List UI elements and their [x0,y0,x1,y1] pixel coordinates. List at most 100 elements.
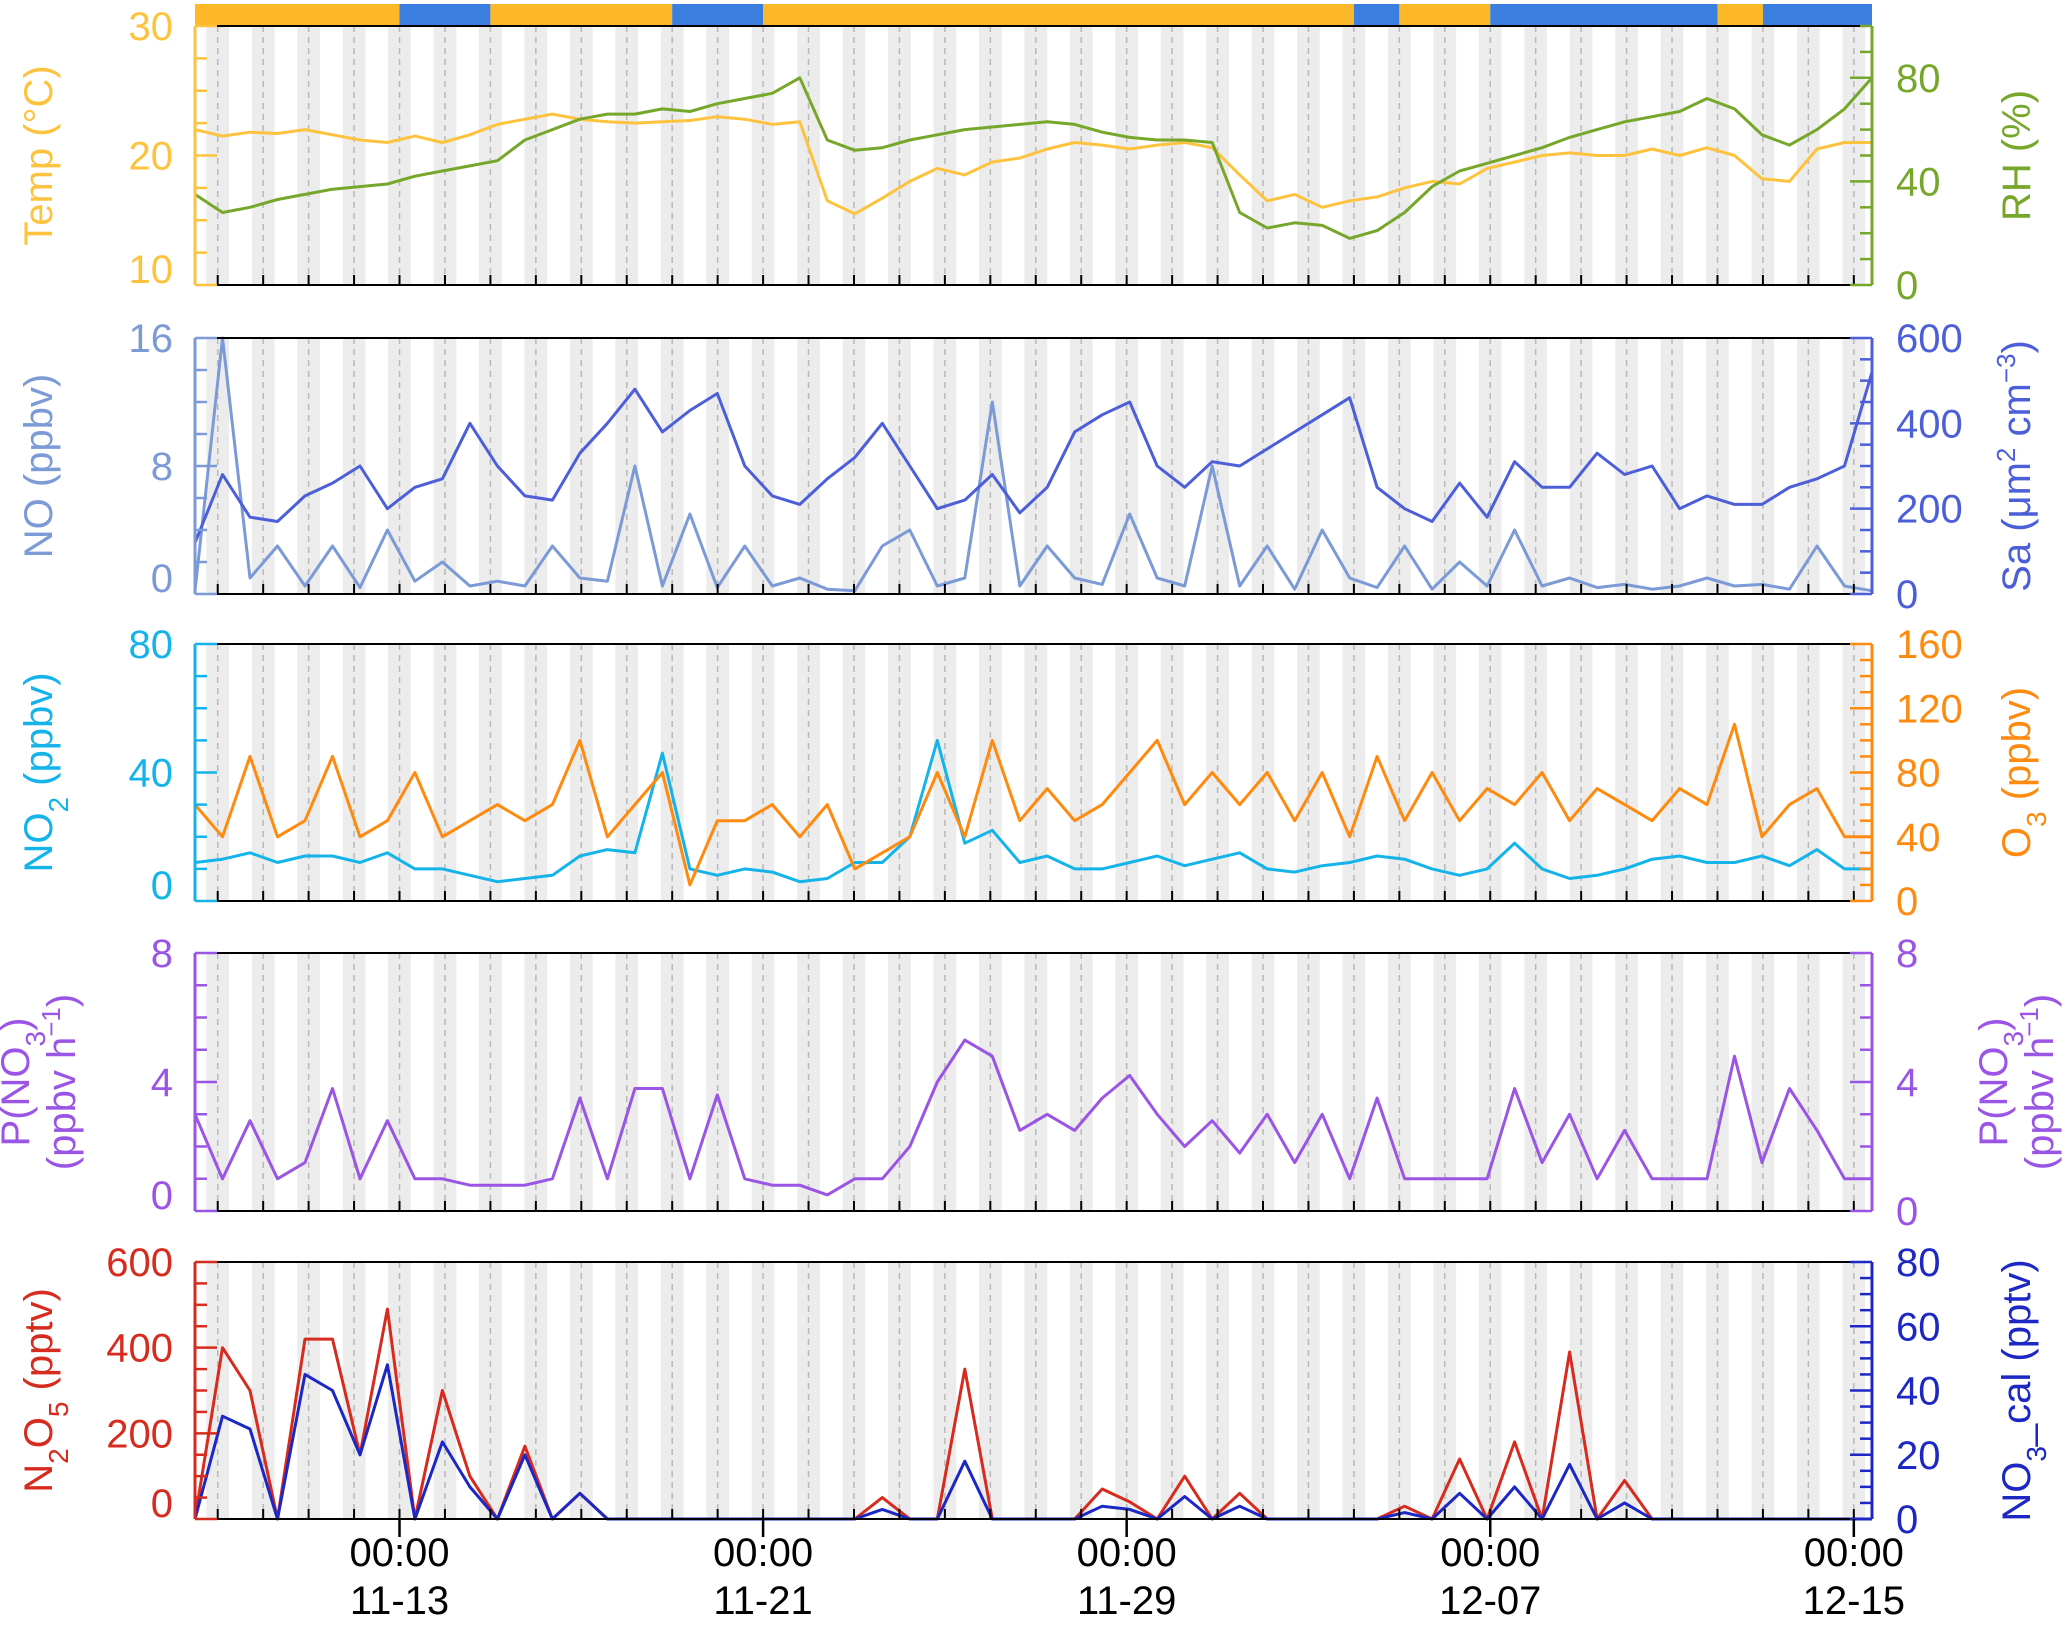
night-shade [751,953,775,1211]
night-shade [1569,26,1593,285]
night-shade [888,338,911,594]
night-shade [569,953,593,1211]
night-shade [1478,1262,1502,1519]
night-shade [569,338,593,594]
right-tick-label: 40 [1896,1370,1941,1414]
series-line-no2-o3-0 [194,738,1872,884]
left-tick-label: 40 [129,752,174,796]
night-shade [1024,26,1048,285]
night-shade [751,338,775,594]
night-shade [615,26,639,285]
night-shade [1387,644,1411,901]
night-shade [479,26,502,285]
night-shade [1115,953,1139,1211]
right-tick-label: 60 [1896,1305,1941,1349]
night-shade [524,338,548,594]
night-shade [1706,338,1729,594]
right-tick-label: 600 [1896,317,1963,361]
night-shade [1569,338,1593,594]
right-axis-title: NO3_cal (pptv) [1995,1259,2052,1521]
night-shade [206,953,230,1211]
status-bar-segment [1353,4,1400,26]
night-shade [388,338,411,594]
right-tick-label: 80 [1896,752,1941,796]
night-shade [751,1262,775,1519]
series-line-no2-o3-1 [193,722,1872,887]
night-shade [1251,338,1275,594]
night-shade [524,1262,548,1519]
night-shade [1433,338,1457,594]
night-shade [797,953,820,1211]
right-tick-label: 0 [1896,1498,1918,1542]
night-shade [706,26,730,285]
night-shade [1206,1262,1229,1519]
night-shade [1660,953,1684,1211]
left-tick-label: 4 [151,1061,173,1105]
night-shade [978,338,1002,594]
left-axis-title: N2O5 (pptv) [17,1288,74,1493]
night-shade [842,1262,866,1519]
x-tick-date-label: 11-13 [350,1579,449,1623]
right-tick-label: 4 [1896,1061,1918,1105]
x-tick-time-label: 00:00 [1440,1531,1540,1575]
night-shade [569,644,593,901]
left-axis-title: NO2 (ppbv) [17,672,74,872]
night-shade [1751,1262,1775,1519]
panel-no2-o3: 0 40 80 0 40 80 120 160 NO2 (ppbv) O3 (ppbv) [17,623,2052,924]
left-tick-label: 8 [151,932,173,976]
right-tick-label: 160 [1896,623,1963,667]
status-bar-segment [1399,4,1491,26]
night-shade [888,1262,911,1519]
night-shade [706,1262,730,1519]
left-tick-label: 0 [151,1482,173,1526]
left-tick-label: 600 [106,1241,173,1285]
night-shade [1342,26,1366,285]
left-tick-label: 8 [151,445,173,489]
night-shade [1206,953,1229,1211]
x-tick-date-label: 11-29 [1077,1579,1176,1623]
night-shade [1433,644,1457,901]
right-tick-label: 0 [1896,1190,1918,1234]
night-shade [1524,1262,1548,1519]
night-shade [933,953,957,1211]
night-shade [1660,644,1684,901]
night-shade [1706,26,1729,285]
night-shade [206,338,230,594]
night-shade [1206,644,1229,901]
night-shade [524,953,548,1211]
status-bar-segment [195,4,400,26]
night-shade [706,338,730,594]
night-shade [1797,1262,1820,1519]
night-shade [251,644,275,901]
night-shade [479,1262,502,1519]
night-shade [1115,1262,1139,1519]
status-bar-segment [490,4,673,26]
x-tick-time-label: 00:00 [1077,1531,1177,1575]
series-line-met-0 [194,112,1872,216]
night-shade [660,953,684,1211]
night-shade [797,26,820,285]
status-bar-segment [1490,4,1718,26]
left-tick-label: 400 [106,1327,173,1371]
night-shade [1069,26,1093,285]
night-shade [1387,1262,1411,1519]
right-tick-label: 400 [1896,402,1963,446]
left-axis-title: NO (ppbv) [17,374,61,559]
night-shade [615,953,639,1211]
series-line-met-1 [194,76,1874,240]
x-tick-date-label: 12-07 [1439,1579,1541,1623]
night-shade [978,1262,1002,1519]
status-bar-segment [1762,4,1872,26]
night-shade [1797,338,1820,594]
night-shade [660,1262,684,1519]
night-shade [797,338,820,594]
night-shade [1024,1262,1048,1519]
night-shade [1251,644,1275,901]
night-shade [1524,338,1548,594]
night-shade [1751,26,1775,285]
night-shade [388,26,411,285]
night-shade [660,26,684,285]
left-tick-label: 10 [129,248,174,292]
left-tick-label: 80 [129,623,174,667]
night-shade [1524,644,1548,901]
